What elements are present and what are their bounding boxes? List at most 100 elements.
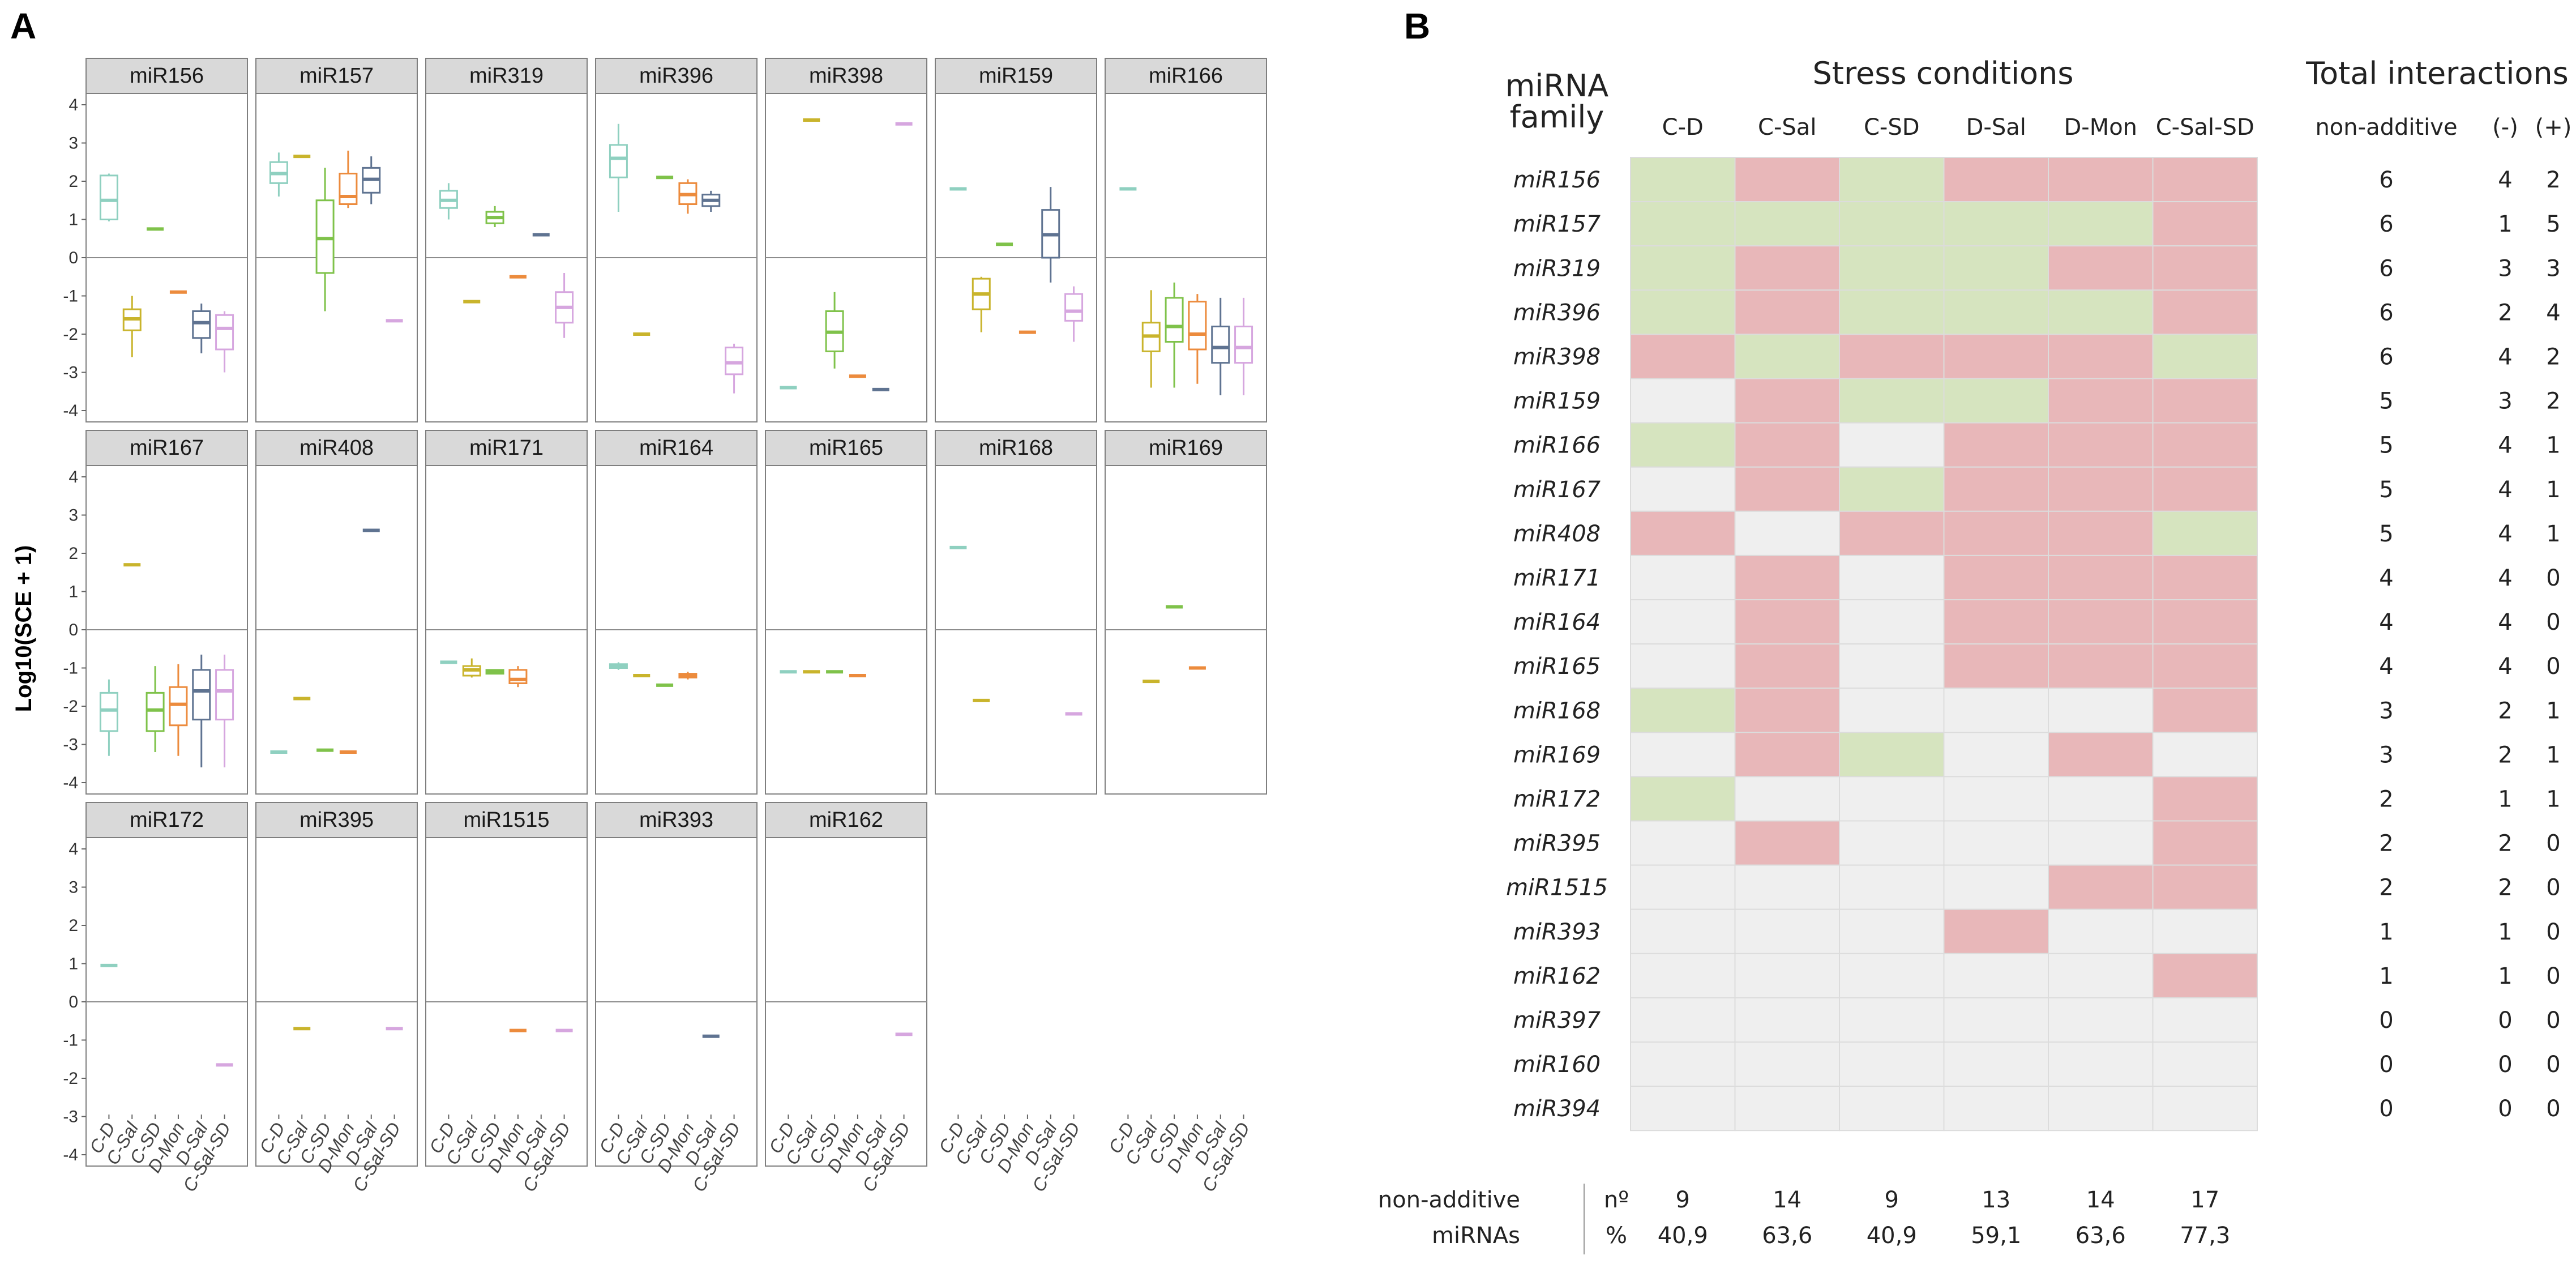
y-tick-label: 1 — [69, 955, 78, 974]
footer-percent: 63,6 — [1762, 1223, 1812, 1249]
heatmap-cell — [1943, 864, 2049, 910]
total-value: 2 — [2546, 344, 2560, 370]
footer-count: 13 — [1982, 1187, 2010, 1213]
facet-strip — [85, 802, 248, 838]
heatmap-cell — [1943, 554, 2049, 601]
total-value: 3 — [2379, 742, 2393, 768]
heatmap-cell — [2048, 820, 2154, 866]
heatmap-cell — [2152, 289, 2258, 335]
heatmap-cell — [1943, 776, 2049, 822]
y-tick-label: 1 — [69, 211, 78, 229]
heatmap-cell — [1839, 510, 1945, 556]
total-value: 3 — [2498, 388, 2512, 415]
total-value: 4 — [2379, 609, 2393, 635]
total-value: 5 — [2379, 521, 2393, 547]
stress-header: Stress conditions — [1813, 55, 2074, 91]
heatmap-cell — [1943, 157, 2049, 203]
heatmap-cell — [2152, 953, 2258, 998]
total-value: 0 — [2498, 1052, 2512, 1078]
total-value: 2 — [2498, 300, 2512, 326]
heatmap-cell — [1943, 908, 2049, 954]
heatmap-cell — [2048, 157, 2154, 203]
facet-title: miR164 — [639, 436, 713, 460]
box-body — [192, 669, 211, 721]
y-tick-label: -2 — [63, 697, 78, 716]
heatmap-cell — [2048, 289, 2154, 335]
heatmap-cell — [2152, 378, 2258, 424]
heatmap-cell — [1839, 554, 1945, 601]
facet-miR398: miR398 — [765, 58, 927, 422]
heatmap-cell — [1839, 378, 1945, 424]
total-column-header: (-) — [2492, 114, 2518, 140]
facet-miR156: miR156 -4 -3 -2 -1 0 1 2 3 4 — [63, 58, 248, 422]
heatmap-cell — [1734, 732, 1840, 778]
heatmap-cell — [2152, 466, 2258, 512]
box-body — [1165, 297, 1184, 343]
y-tick-label: -1 — [63, 1031, 78, 1050]
y-tick-label: -3 — [63, 1108, 78, 1126]
facet-miR169: miR169 — [1105, 430, 1267, 795]
total-value: 0 — [2379, 1007, 2393, 1034]
facet-strip — [425, 802, 588, 838]
facet-strip — [85, 430, 248, 466]
footer-count: 14 — [2086, 1187, 2115, 1213]
footer-count: 17 — [2190, 1187, 2219, 1213]
box-body — [146, 691, 165, 732]
heatmap-cell — [1839, 908, 1945, 954]
row-label: miR1515 — [1506, 875, 1608, 901]
heatmap-cell — [1630, 1086, 1736, 1132]
heatmap-cell — [2048, 599, 2154, 645]
total-value: 1 — [2546, 742, 2560, 768]
heatmap-cell — [1839, 864, 1945, 910]
column-header: C-Sal — [1758, 114, 1816, 140]
footer-count: 9 — [1676, 1187, 1690, 1213]
total-value: 4 — [2498, 565, 2512, 591]
total-value: 6 — [2379, 300, 2393, 326]
row-label: miR398 — [1513, 344, 1601, 370]
total-value: 0 — [2546, 919, 2560, 945]
heatmap-cell — [2152, 1086, 2258, 1132]
facet-title: miR1515 — [463, 808, 549, 832]
heatmap-cell — [1734, 953, 1840, 998]
facet-strip — [595, 58, 758, 94]
heatmap-cell — [2152, 864, 2258, 910]
heatmap-cell — [2048, 643, 2154, 689]
y-tick-label: 3 — [69, 134, 78, 153]
heatmap-cell — [1734, 1086, 1840, 1132]
row-label: miR168 — [1513, 698, 1601, 724]
row-label: miR408 — [1513, 521, 1601, 547]
facet-miR165: miR165 — [765, 430, 927, 795]
total-value: 4 — [2498, 433, 2512, 459]
total-value: 5 — [2379, 477, 2393, 503]
facet-miR159: miR159 — [935, 58, 1097, 422]
box-D-Sal — [701, 190, 721, 212]
column-header: C-D — [1662, 114, 1704, 140]
heatmap-cell — [1630, 997, 1736, 1043]
facet-strip — [765, 58, 927, 94]
box-C-Sal-SD — [555, 273, 574, 338]
heatmap-cell — [1839, 1041, 1945, 1087]
row-label: miR165 — [1513, 654, 1601, 680]
total-value: 2 — [2498, 831, 2512, 857]
total-value: 0 — [2379, 1052, 2393, 1078]
total-value: 2 — [2379, 831, 2393, 857]
footer-percent: 59,1 — [1971, 1223, 2021, 1249]
heatmap-cell — [1839, 953, 1945, 998]
box-C-D — [609, 123, 628, 212]
facet-title: miR157 — [299, 64, 374, 88]
heatmap-cell — [1734, 688, 1840, 733]
heatmap-cell — [1734, 289, 1840, 335]
heatmap-cell — [2152, 908, 2258, 954]
heatmap-cell — [2048, 378, 2154, 424]
heatmap-cell — [1839, 245, 1945, 291]
box-C-SD — [485, 206, 504, 227]
facet-miR166: miR166 — [1105, 58, 1267, 422]
heatmap-cell — [1839, 776, 1945, 822]
heatmap-cell — [1630, 732, 1736, 778]
row-label: miR166 — [1513, 433, 1601, 459]
facet-miR393: miR393 — [595, 802, 758, 1167]
